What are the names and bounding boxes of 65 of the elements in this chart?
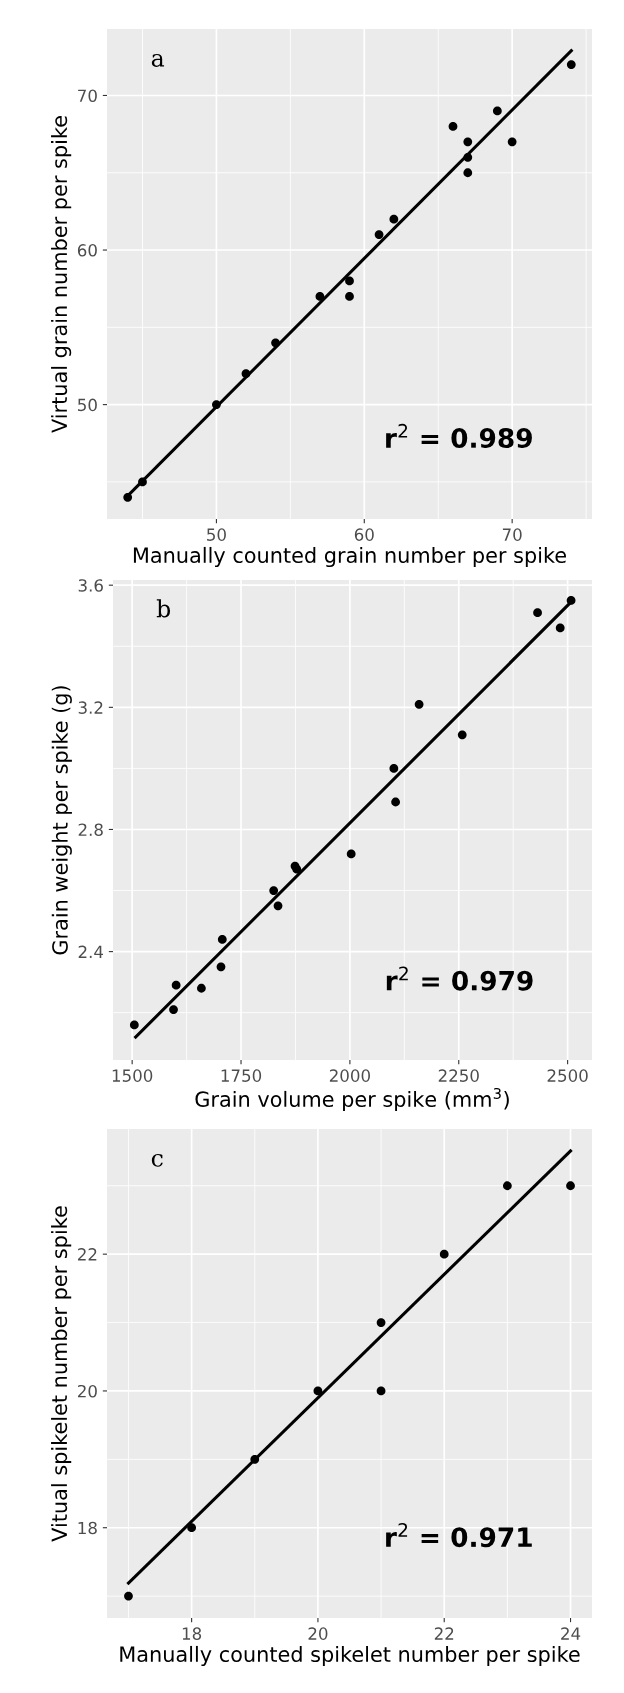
y-tick-label: 2.4	[78, 945, 104, 958]
y-tick-label: 20	[77, 1384, 97, 1398]
x-tick-label: 20	[308, 1627, 328, 1640]
y-axis-title: Virtual grain number per spike	[51, 116, 72, 433]
annotation: r$^{2}$ = 0.979	[386, 966, 533, 991]
point	[389, 214, 399, 224]
point	[414, 699, 424, 709]
annotation: r$^{2}$ = 0.971	[386, 1523, 532, 1548]
x-tick-label: 2000	[329, 1069, 370, 1082]
point	[376, 1318, 386, 1327]
x-tick-label: 24	[561, 1627, 581, 1640]
point	[124, 1591, 133, 1601]
y-tick-label: 18	[78, 1521, 97, 1535]
point	[391, 797, 400, 807]
point	[555, 623, 565, 633]
point	[345, 276, 354, 286]
y-tick-label: 60	[77, 244, 97, 257]
x-tick-label: 2250	[438, 1069, 479, 1082]
point	[566, 1181, 575, 1191]
point	[448, 121, 458, 131]
y-tick-label: 22	[77, 1248, 97, 1261]
point	[376, 1386, 386, 1396]
annotation: c	[151, 1153, 163, 1167]
point	[216, 962, 226, 972]
y-tick-label: 3.6	[78, 579, 103, 592]
point	[389, 764, 399, 773]
point	[439, 1249, 449, 1259]
x-axis-title: Manually counted spikelet number per spike	[120, 1645, 580, 1667]
x-tick-label: 1500	[112, 1069, 153, 1082]
point	[463, 137, 473, 147]
point	[346, 849, 356, 859]
point	[492, 106, 502, 116]
y-tick-label: 70	[78, 89, 97, 103]
point	[566, 60, 576, 69]
y-tick-label: 3.2	[78, 701, 103, 714]
y-axis-title: Grain weight per spike (g)	[51, 686, 72, 955]
point	[457, 730, 467, 740]
point	[533, 608, 542, 618]
point	[273, 901, 283, 911]
point	[374, 230, 384, 239]
x-tick-label: 18	[182, 1627, 202, 1640]
annotation: b	[156, 599, 171, 618]
x-tick-label: 22	[434, 1627, 454, 1640]
point	[269, 886, 279, 895]
point	[507, 137, 517, 147]
x-tick-label: 60	[354, 528, 374, 541]
point	[345, 292, 354, 301]
point	[463, 168, 473, 178]
y-axis-title: Vitual spikelet number per spike	[51, 1206, 72, 1542]
point	[129, 1020, 139, 1030]
y-tick-label: 2.8	[78, 823, 103, 837]
x-tick-label: 2500	[547, 1069, 588, 1082]
annotation: r$^{2}$ = 0.989	[386, 423, 532, 449]
x-tick-label: 50	[207, 528, 226, 541]
x-tick-label: 1750	[221, 1069, 262, 1082]
point	[502, 1181, 512, 1191]
x-tick-label: 70	[502, 528, 522, 541]
annotation: a	[151, 53, 165, 67]
point	[217, 935, 227, 944]
x-axis-title: Manually counted grain number per spike	[133, 546, 566, 568]
y-tick-label: 50	[78, 398, 97, 412]
x-axis-title: Grain volume per spike (mm$^{3}$)	[195, 1087, 509, 1112]
point	[197, 983, 206, 993]
point	[169, 1005, 178, 1015]
point	[171, 980, 181, 990]
